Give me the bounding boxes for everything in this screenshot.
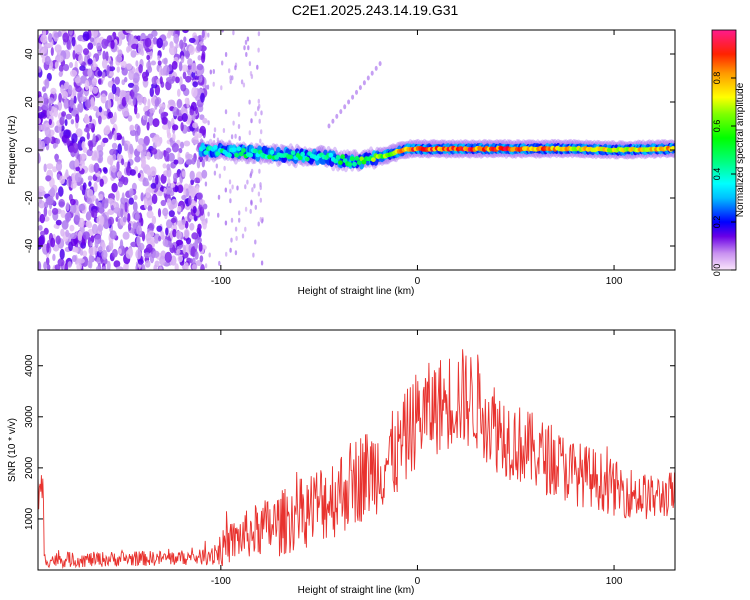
snr-x-label: Height of straight line (km)	[298, 585, 415, 596]
colorbar-tick-label: 0.6	[712, 120, 722, 133]
y-tick-label: 3000	[24, 405, 35, 428]
colorbar: 0.0 0.2 0.4 0.6 0.8 Normalized spectral ampl…	[711, 29, 746, 277]
spectrogram-y-ticks: -40 -20 0 20 40	[24, 48, 675, 253]
snr-y-label: SNR (10 * v/v)	[7, 418, 18, 482]
spectrogram-x-label: Height of straight line (km)	[298, 286, 415, 297]
x-tick-label: -100	[211, 576, 231, 587]
spectrogram-y-label: Frequency (Hz)	[7, 116, 18, 185]
x-tick-label: 100	[606, 276, 623, 287]
snr-frame	[37, 329, 676, 571]
colorbar-tick-label: 0.2	[712, 216, 722, 229]
snr-series-line	[38, 349, 675, 570]
colorbar-label: Normalized spectral amplitude	[735, 82, 746, 217]
colorbar-tick-label: 0.4	[712, 168, 722, 181]
y-tick-label: -40	[24, 238, 35, 253]
x-tick-label: 0	[415, 276, 421, 287]
y-tick-label: -20	[24, 190, 35, 205]
spectrogram-heatmap	[38, 30, 675, 270]
colorbar-tick-label: 0.0	[712, 264, 722, 277]
x-tick-label: 0	[415, 576, 421, 587]
snr-y-ticks: 1000 2000 3000 4000	[24, 354, 675, 530]
snr-x-ticks: -100 0 100	[211, 330, 623, 587]
y-tick-label: 1000	[24, 507, 35, 530]
x-tick-label: 100	[606, 576, 623, 587]
y-tick-label: 20	[24, 96, 35, 108]
y-tick-label: 4000	[24, 354, 35, 377]
y-tick-label: 0	[24, 147, 35, 153]
x-tick-label: -100	[211, 276, 231, 287]
colorbar-ticks: 0.0 0.2 0.4 0.6 0.8	[712, 72, 736, 277]
y-tick-label: 2000	[24, 456, 35, 479]
snr-panel: -100 0 100 1000 2000 3000 4000 Height of stra…	[7, 329, 676, 596]
spectrogram-panel: -100 0 100 -40 -20 0 20 40 Height of straight …	[7, 29, 676, 297]
colorbar-tick-label: 0.8	[712, 72, 722, 85]
colorbar-gradient	[711, 29, 737, 271]
y-tick-label: 40	[24, 48, 35, 60]
figure-title: C2E1.2025.243.14.19.G31	[291, 2, 459, 18]
spectrogram-x-ticks: -100 0 100	[211, 30, 623, 287]
